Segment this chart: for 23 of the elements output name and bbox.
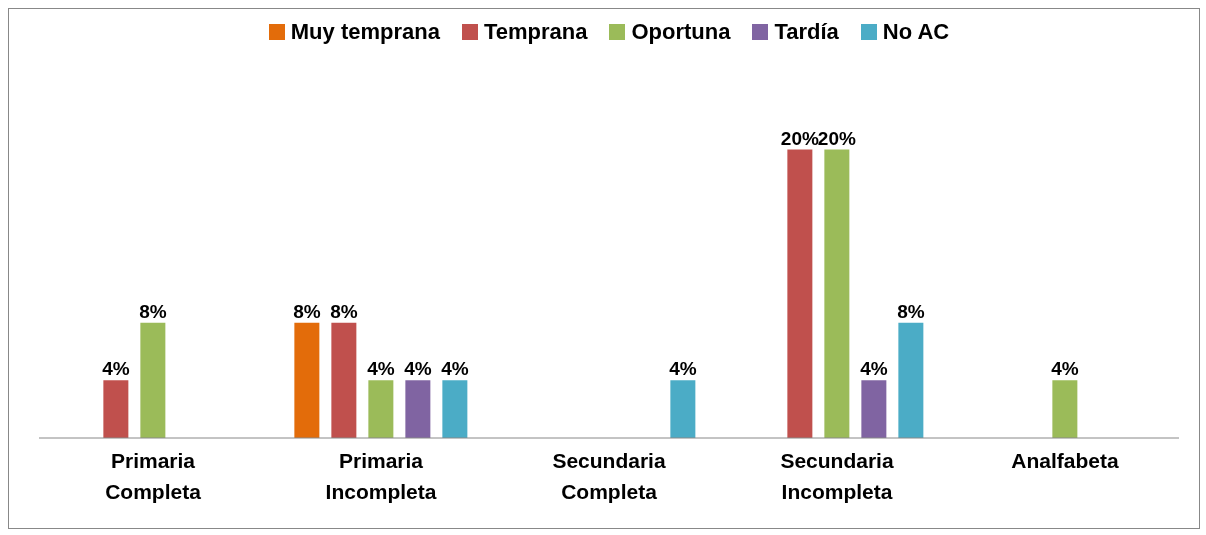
x-tick-label: Primaria Completa xyxy=(105,449,202,503)
data-label: 4% xyxy=(102,358,130,380)
data-label: 20% xyxy=(780,127,819,149)
x-tick-label: Secundaria Completa xyxy=(552,449,666,503)
x-tick-label: Analfabeta xyxy=(1011,449,1119,472)
data-label: 8% xyxy=(139,300,167,322)
data-label: 8% xyxy=(330,300,358,322)
data-label: 4% xyxy=(441,358,469,380)
x-tick-label: Primaria Incompleta xyxy=(325,449,437,503)
legend-label: Temprana xyxy=(482,19,588,45)
data-label: 8% xyxy=(293,300,321,322)
data-label: 4% xyxy=(1051,358,1079,380)
data-label: 4% xyxy=(860,358,888,380)
legend-label: Muy temprana xyxy=(289,19,440,45)
data-label: 4% xyxy=(669,358,697,380)
x-tick-label: Secundaria Incompleta xyxy=(780,449,894,503)
data-label: 20% xyxy=(817,127,856,149)
legend-label: No AC xyxy=(881,19,950,45)
legend-label: Oportuna xyxy=(630,19,731,45)
data-label: 8% xyxy=(897,300,925,322)
data-label: 4% xyxy=(404,358,432,380)
legend-label: Tardía xyxy=(773,19,839,45)
data-label: 4% xyxy=(367,358,395,380)
